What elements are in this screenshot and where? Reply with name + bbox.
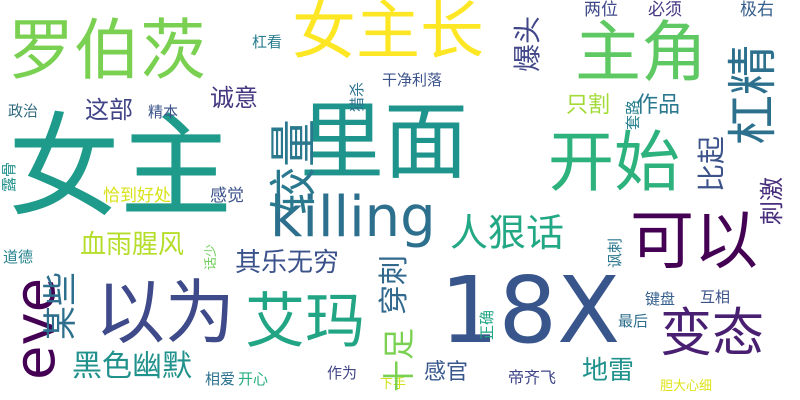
word-mouxie: 某些 <box>41 272 81 340</box>
word-nvzhu: 女主 <box>8 103 232 233</box>
word-diqifei: 帝齐飞 <box>508 368 557 387</box>
word-jingben: 精本 <box>148 103 179 121</box>
word-gangjing: 杠精 <box>724 45 782 145</box>
word-gangkan: 杠看 <box>252 33 283 51</box>
word-nvzhuzhang: 女主长 <box>292 0 484 69</box>
word-ganjue: 感觉 <box>210 186 244 206</box>
word-huashao: 话少 <box>204 243 219 270</box>
word-biantai: 变态 <box>660 304 765 364</box>
word-lugu: 露骨 <box>0 161 18 192</box>
word-huxiang: 互相 <box>700 288 731 306</box>
word-yiwei: 以为 <box>95 272 235 354</box>
word-ciji: 刺激 <box>758 177 786 225</box>
word-fengci: 讽刺 <box>606 237 624 268</box>
word-shizu: 十足 <box>380 327 418 392</box>
word-qile: 其乐无穷 <box>235 248 340 278</box>
word-xiangai: 相爱 <box>205 370 236 388</box>
word-killing: killing <box>270 185 436 250</box>
word-zuowei: 作为 <box>327 364 358 382</box>
word-jiyou: 极右 <box>740 0 774 20</box>
word-18x: 18X <box>440 257 621 364</box>
word-heise: 黑色幽默 <box>72 349 192 384</box>
word-zhengzhi: 政治 <box>8 102 39 120</box>
word-xiashou: 下手 <box>380 377 407 392</box>
word-keyi: 可以 <box>630 205 758 279</box>
word-danda: 胆大心细 <box>660 379 713 394</box>
word-zuopin: 作品 <box>636 93 681 118</box>
word-liangtao: 套路 <box>624 99 642 130</box>
word-zhujiao: 主角 <box>575 14 707 91</box>
word-jianpan: 键盘 <box>645 290 676 308</box>
word-jiaoliang: 较量 <box>266 118 322 215</box>
word-maosha: 猎杀 <box>348 81 366 112</box>
word-limian: 里面 <box>300 93 469 191</box>
word-kaixin: 开心 <box>238 370 269 388</box>
word-renhen: 人狠话 <box>450 211 565 255</box>
word-luobo: 罗伯茨 <box>8 12 206 89</box>
word-zhengque: 正确 <box>478 309 496 340</box>
word-zuihou: 最后 <box>618 312 649 330</box>
word-zhebu: 这部 <box>85 96 133 124</box>
word-dilei: 地雷 <box>582 356 635 386</box>
word-baotou: 爆头 <box>511 15 544 72</box>
word-kaishi: 开始 <box>548 124 680 201</box>
word-biqi: 比起 <box>695 135 728 192</box>
word-liangwei: 两位 <box>584 0 618 20</box>
word-xueyu: 血雨腥风 <box>80 230 185 260</box>
word-bixu: 必须 <box>648 0 682 20</box>
word-zhige: 只割 <box>566 93 611 118</box>
word-ganjing: 干净利落 <box>382 71 443 89</box>
word-ganguan: 感官 <box>424 360 469 385</box>
word-qiadao: 恰到好处 <box>103 186 171 206</box>
word-daode: 道德 <box>3 248 34 266</box>
word-chengyi: 诚意 <box>210 84 258 112</box>
word-aima: 艾玛 <box>245 287 365 357</box>
word-chuanci: 穿刺 <box>377 255 412 315</box>
